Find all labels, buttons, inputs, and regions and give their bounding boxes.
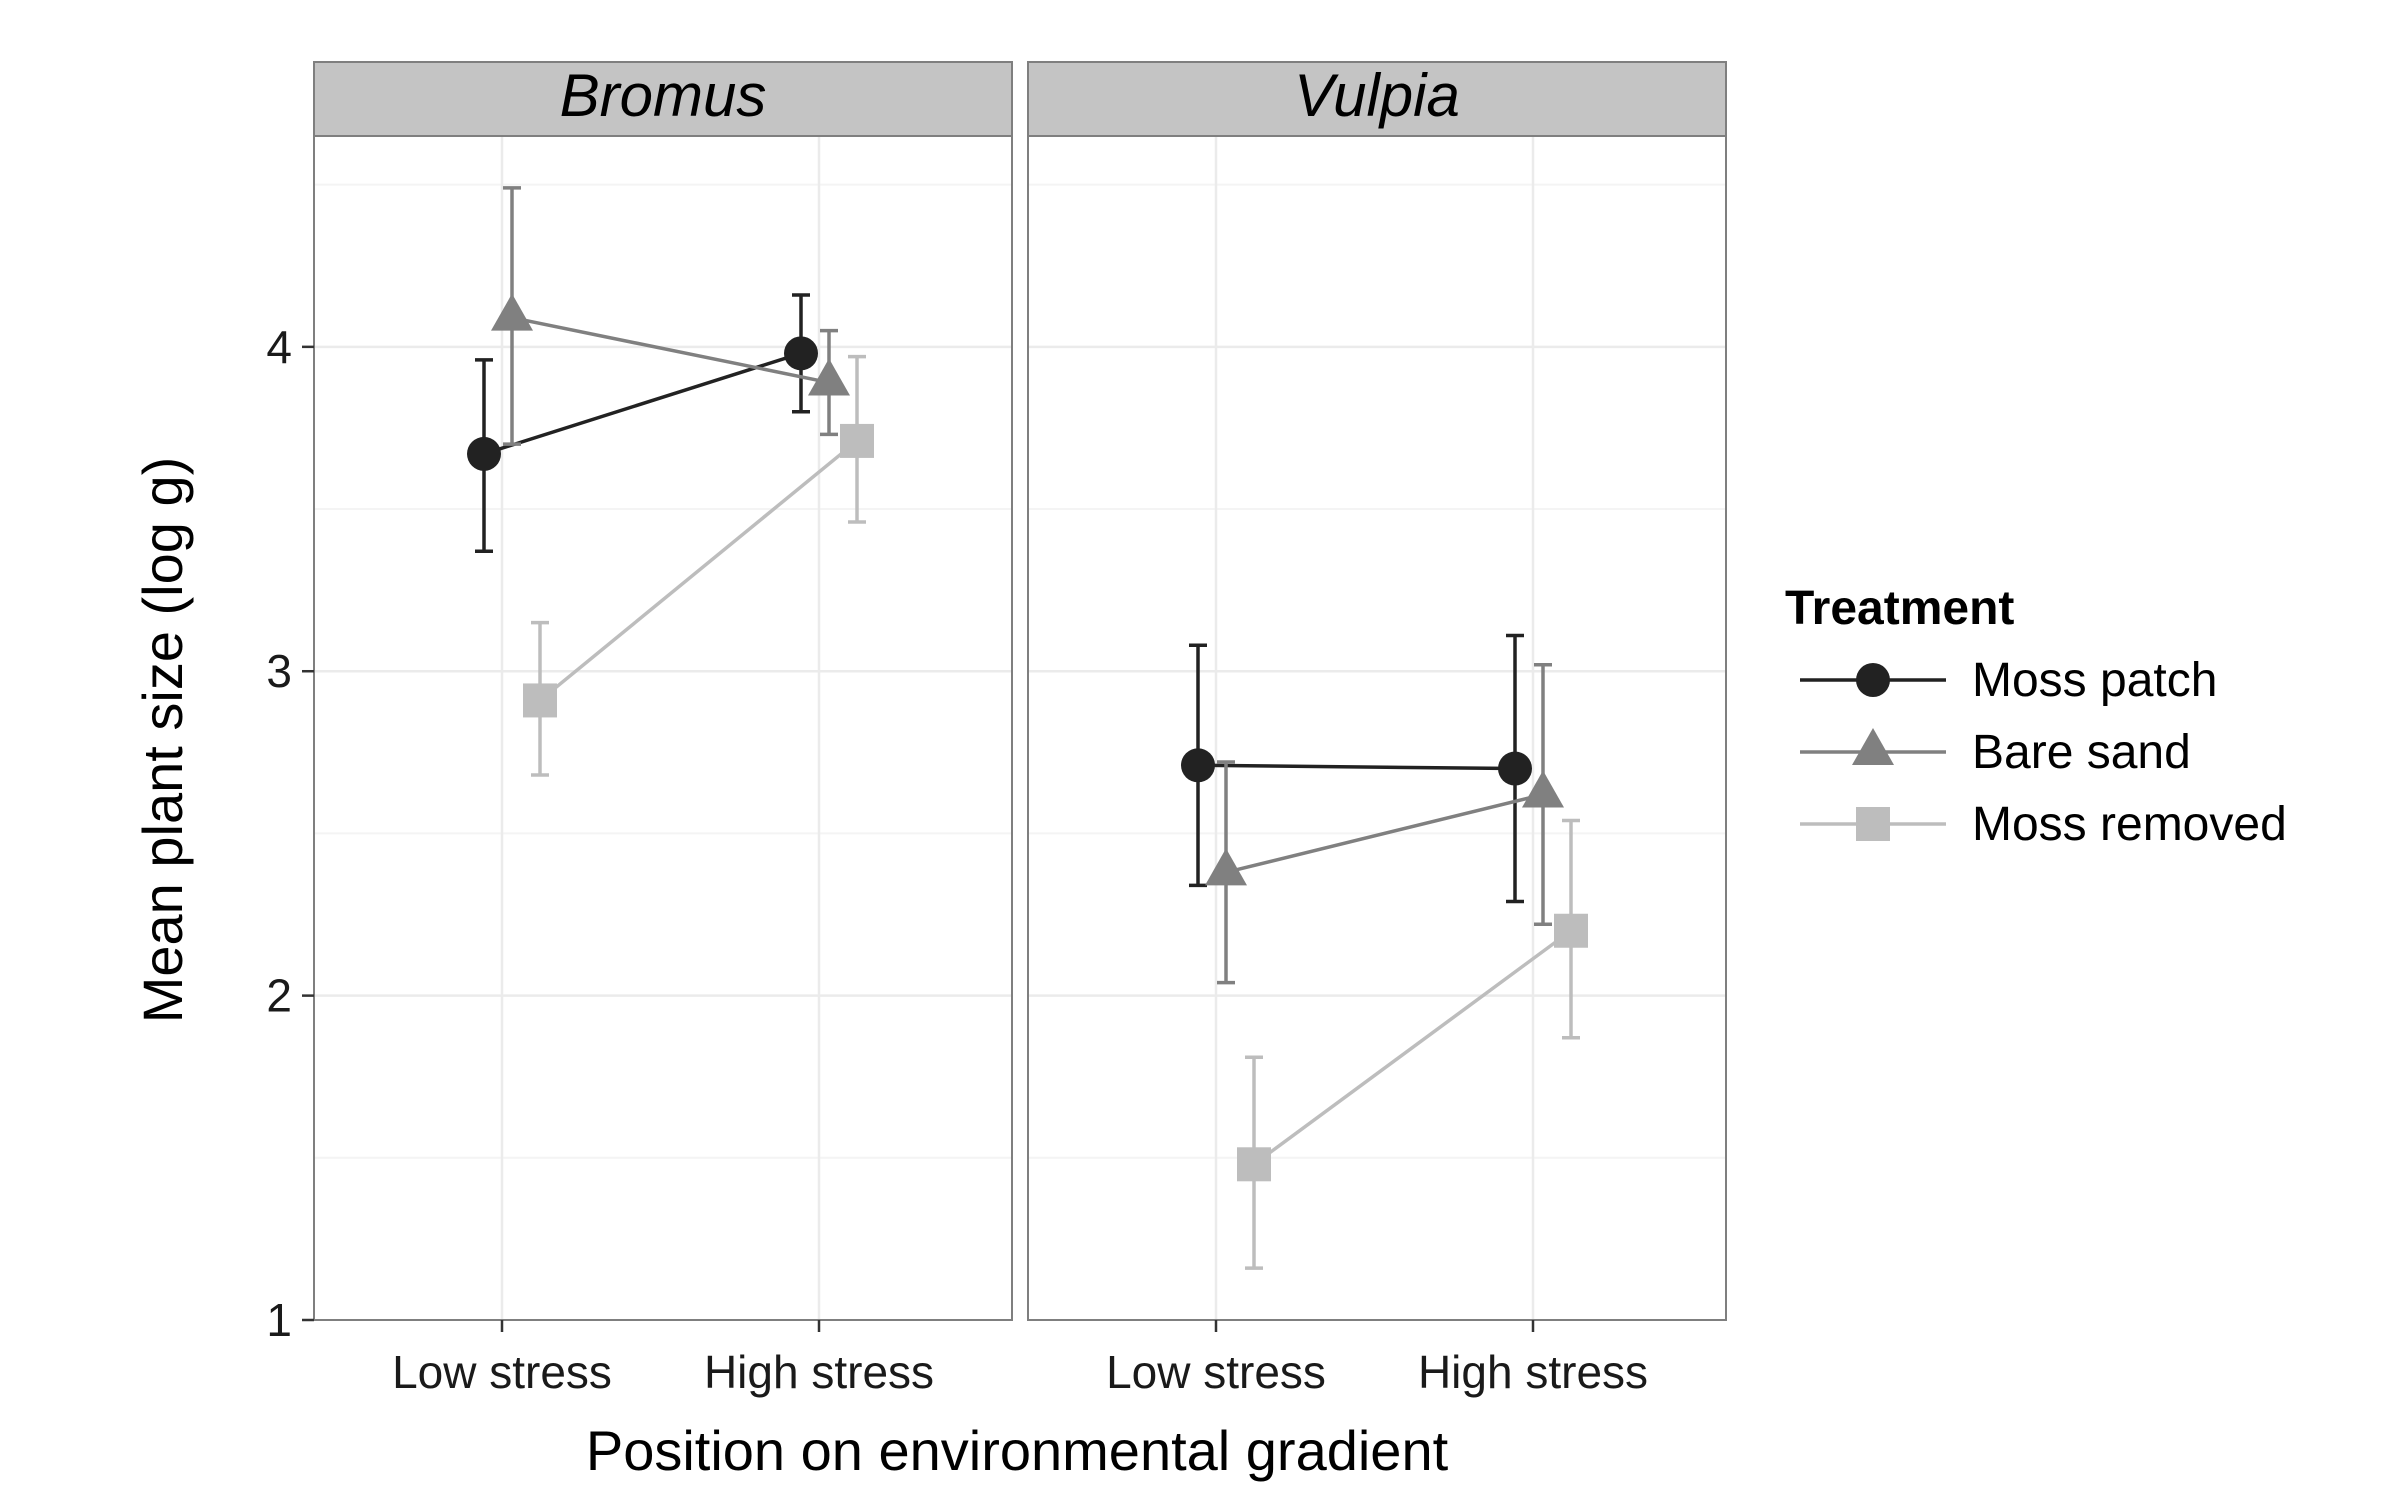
- x-tick-label: Low stress: [392, 1346, 612, 1398]
- legend-title: Treatment: [1785, 582, 2014, 635]
- series-line: [1225, 792, 1544, 875]
- series-moss-patch: [1181, 633, 1532, 904]
- series-line: [1252, 929, 1573, 1166]
- point-marker: [523, 683, 557, 718]
- panel-background: [1028, 136, 1726, 1320]
- series-line: [483, 351, 802, 456]
- series-line: [538, 439, 859, 702]
- series-bare-sand: [491, 186, 850, 446]
- strip-background: [313, 61, 1013, 137]
- point-marker: [1181, 748, 1215, 783]
- y-axis-title: Mean plant size (log g): [131, 457, 194, 1024]
- strip-label: Bromus: [560, 62, 767, 129]
- strip-label: Vulpia: [1294, 62, 1460, 129]
- panel-bromus: Bromus Low stress High stress: [313, 61, 1013, 1398]
- legend-label: Moss removed: [1972, 798, 2287, 851]
- legend-marker: [1852, 728, 1894, 765]
- legend-item-moss-patch: Moss patch: [1800, 654, 2217, 707]
- y-tick-label: 3: [266, 645, 292, 697]
- series-line: [511, 315, 830, 385]
- panel-vulpia: Vulpia Low stress High stress: [1027, 61, 1727, 1398]
- legend-label: Moss patch: [1972, 654, 2217, 707]
- series-line: [1197, 763, 1516, 771]
- legend-marker: [1856, 663, 1890, 697]
- series-moss-removed: [523, 354, 874, 777]
- series-bare-sand: [1205, 662, 1564, 985]
- point-marker: [784, 336, 818, 371]
- strip-background: [1027, 61, 1727, 137]
- y-tick-label: 1: [266, 1294, 292, 1346]
- point-marker: [840, 423, 874, 458]
- x-axis-title: Position on environmental gradient: [586, 1419, 1449, 1482]
- legend-item-moss-removed: Moss removed: [1800, 798, 2287, 851]
- y-tick-label: 4: [266, 321, 292, 373]
- x-tick-label: High stress: [704, 1346, 934, 1398]
- y-tick-label: 2: [266, 970, 292, 1022]
- panel-background: [314, 136, 1012, 1320]
- point-marker: [467, 436, 501, 471]
- point-marker: [808, 358, 850, 396]
- point-marker: [1237, 1147, 1271, 1182]
- panels: Bromus Low stress High stress Vulpia Low str…: [313, 61, 1727, 1398]
- point-marker: [1498, 751, 1532, 786]
- point-marker: [491, 293, 533, 331]
- legend-item-bare-sand: Bare sand: [1800, 726, 2191, 779]
- point-marker: [1554, 913, 1588, 948]
- legend-marker: [1856, 807, 1890, 841]
- x-tick-label: Low stress: [1106, 1346, 1326, 1398]
- point-marker: [1205, 848, 1247, 886]
- series-moss-patch: [467, 293, 818, 553]
- legend-label: Bare sand: [1972, 726, 2191, 779]
- x-tick-label: High stress: [1418, 1346, 1648, 1398]
- point-marker: [1522, 770, 1564, 808]
- series-moss-removed: [1237, 818, 1588, 1270]
- y-axis: 1 2 3 4: [266, 321, 314, 1346]
- legend: Treatment Moss patch Bare sand Moss removed: [1785, 582, 2287, 851]
